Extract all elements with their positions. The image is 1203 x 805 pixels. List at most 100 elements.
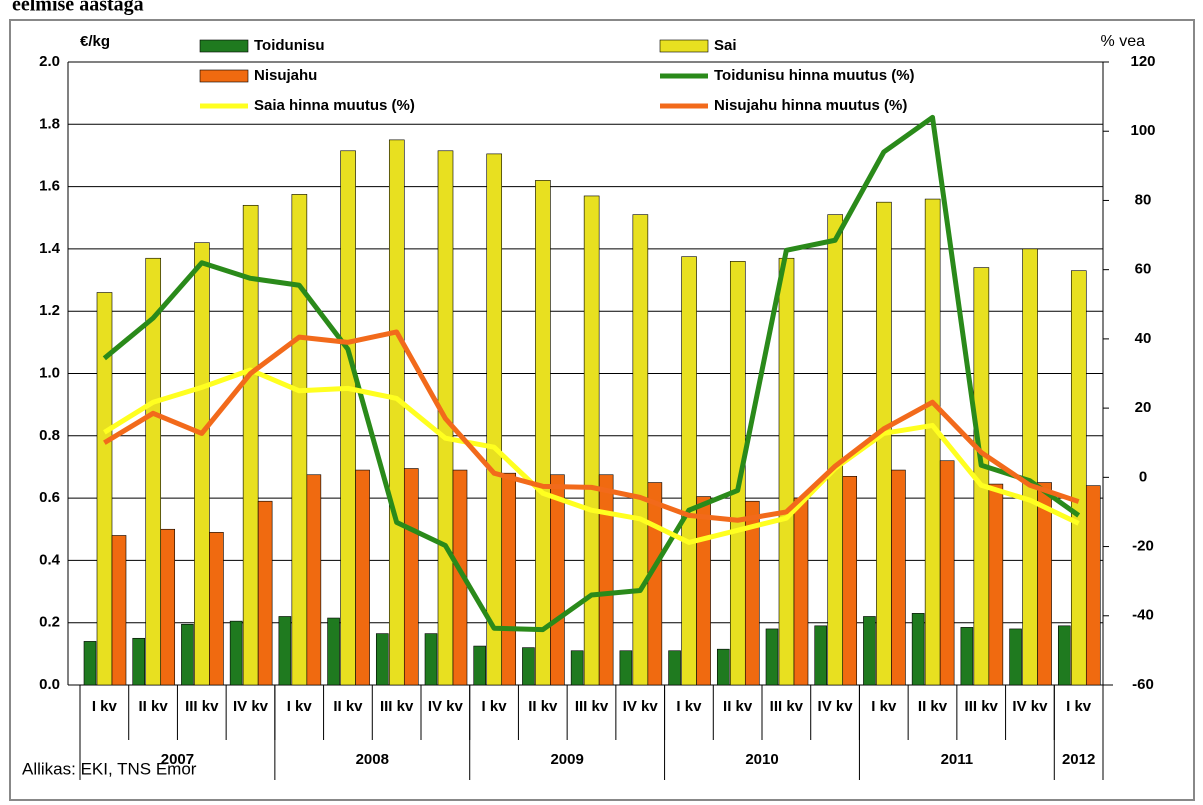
bar bbox=[229, 620, 243, 686]
source: Allikas: EKI, TNS Emor bbox=[22, 759, 197, 778]
x-tick-label: III kv bbox=[185, 698, 219, 715]
bar bbox=[257, 500, 273, 686]
y-axis-label: €/kg bbox=[80, 33, 110, 50]
y-tick-label: 0.6 bbox=[39, 489, 60, 506]
y2-tick-label: 100 bbox=[1130, 122, 1155, 139]
bar bbox=[522, 647, 535, 686]
year-label: 2010 bbox=[745, 751, 778, 768]
x-tick-label: III kv bbox=[770, 698, 804, 715]
y-tick-label: 2.0 bbox=[39, 53, 60, 70]
legend-label: Nisujahu hinna muutus (%) bbox=[714, 97, 907, 114]
y2-tick-label: 20 bbox=[1135, 399, 1152, 416]
bar bbox=[473, 645, 487, 686]
bar bbox=[668, 650, 681, 686]
y-tick-label: 0.0 bbox=[39, 676, 60, 693]
bar bbox=[160, 528, 176, 686]
y2-tick-label: 120 bbox=[1130, 53, 1155, 70]
bar bbox=[939, 460, 955, 686]
bar bbox=[278, 616, 292, 686]
bar bbox=[291, 194, 308, 686]
bar bbox=[403, 468, 419, 686]
year-label: 2008 bbox=[356, 751, 389, 768]
bar bbox=[778, 257, 795, 686]
bar bbox=[132, 637, 146, 686]
bar bbox=[681, 256, 697, 686]
bar bbox=[375, 633, 389, 686]
bar bbox=[96, 292, 113, 686]
bar bbox=[486, 153, 503, 686]
bar bbox=[535, 180, 551, 686]
bar bbox=[619, 650, 633, 686]
y-tick-label: 0.2 bbox=[39, 614, 60, 631]
line bbox=[103, 367, 1080, 545]
bar bbox=[924, 198, 941, 686]
bar bbox=[876, 201, 892, 686]
x-tick-label: II kv bbox=[723, 698, 753, 715]
bar bbox=[765, 628, 779, 686]
legend-swatch bbox=[199, 39, 249, 53]
bar bbox=[716, 648, 730, 686]
x-tick-label: I kv bbox=[287, 698, 313, 715]
line bbox=[103, 329, 1080, 523]
bar bbox=[911, 613, 925, 686]
bar bbox=[891, 469, 906, 686]
bar bbox=[647, 482, 663, 686]
bar bbox=[501, 472, 517, 686]
x-tick-label: IV kv bbox=[233, 698, 269, 715]
x-tick-label: II kv bbox=[333, 698, 363, 715]
bar bbox=[1009, 628, 1022, 686]
legend-label: Toidunisu bbox=[254, 37, 325, 54]
bar bbox=[111, 535, 127, 686]
bar bbox=[988, 483, 1004, 686]
x-tick-label: IV kv bbox=[1012, 698, 1048, 715]
legend-swatch bbox=[199, 69, 249, 83]
x-tick-label: II kv bbox=[918, 698, 948, 715]
y-tick-label: 1.6 bbox=[39, 178, 60, 195]
bar bbox=[340, 150, 356, 686]
bar bbox=[1057, 625, 1071, 686]
bar bbox=[194, 242, 210, 686]
bar bbox=[145, 257, 162, 686]
legend-label: Saia hinna muutus (%) bbox=[254, 97, 415, 114]
year-label: 2012 bbox=[1062, 751, 1095, 768]
bar bbox=[696, 496, 711, 686]
bar bbox=[209, 532, 224, 686]
x-tick-label: II kv bbox=[528, 698, 558, 715]
y2-tick-label: -20 bbox=[1132, 538, 1154, 555]
bar bbox=[355, 469, 370, 686]
x-tick-label: II kv bbox=[138, 698, 168, 715]
x-tick-label: IV kv bbox=[623, 698, 659, 715]
bar bbox=[83, 641, 97, 686]
bar bbox=[863, 616, 876, 686]
year-label: 2009 bbox=[550, 751, 583, 768]
y2-tick-label: 80 bbox=[1135, 191, 1152, 208]
bar bbox=[242, 204, 259, 686]
legend-swatch bbox=[659, 39, 709, 53]
bar bbox=[570, 650, 584, 686]
bar bbox=[1085, 485, 1101, 686]
y2-tick-label: 40 bbox=[1135, 330, 1152, 347]
y2-tick-label: -40 bbox=[1132, 607, 1154, 624]
bar bbox=[1070, 270, 1087, 686]
x-tick-label: I kv bbox=[482, 698, 508, 715]
bar bbox=[632, 214, 649, 686]
y-tick-label: 1.2 bbox=[39, 302, 60, 319]
x-tick-label: IV kv bbox=[818, 698, 854, 715]
bar bbox=[550, 474, 565, 686]
x-tick-label: III kv bbox=[575, 698, 609, 715]
y2-tick-label: 60 bbox=[1135, 261, 1152, 278]
bar bbox=[181, 623, 194, 686]
y-tick-label: 0.4 bbox=[39, 551, 61, 568]
y-tick-label: 1.4 bbox=[39, 240, 61, 257]
bar bbox=[388, 139, 405, 686]
bar bbox=[1022, 248, 1038, 686]
bar bbox=[744, 500, 760, 686]
bar bbox=[424, 633, 438, 686]
y2-tick-label: 0 bbox=[1139, 468, 1147, 485]
x-tick-label: III kv bbox=[965, 698, 999, 715]
bar bbox=[306, 474, 322, 686]
year-label: 2011 bbox=[941, 751, 974, 768]
bar bbox=[793, 497, 809, 686]
y-tick-label: 1.0 bbox=[39, 364, 60, 381]
